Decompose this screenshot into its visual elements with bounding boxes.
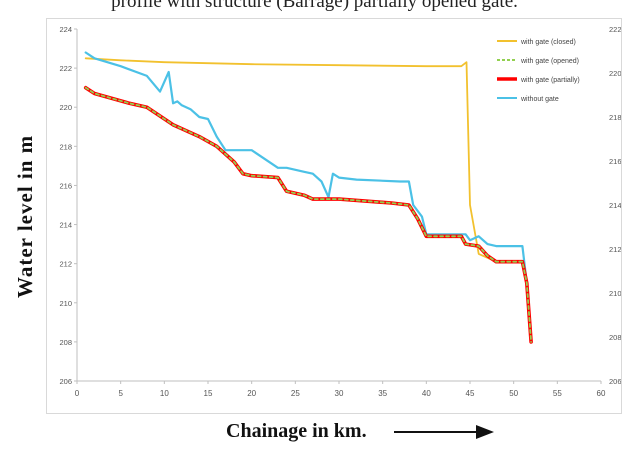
x-axis-title-row: Chainage in km. (0, 418, 629, 446)
y-tick-label: 218 (59, 142, 72, 151)
series-line-with-gate-closed (84, 57, 533, 343)
y-right-tick-label: 212 (609, 245, 621, 254)
y-axis-title-container: Water level in m (4, 0, 44, 447)
x-tick-label: 40 (422, 389, 431, 398)
x-tick-label: 35 (378, 389, 387, 398)
y-tick-label: 216 (59, 181, 72, 190)
y-tick-label: 220 (59, 103, 72, 112)
chart-area: 0 5 10 15 20 25 30 35 40 45 50 55 60 206 208 210 212 214 2… (46, 18, 622, 414)
y-axis-title: Water level in m (13, 135, 37, 298)
y-right-tick-label: 222 (609, 25, 621, 34)
y-tick-label: 224 (59, 25, 72, 34)
x-tick-label: 15 (204, 389, 213, 398)
x-tick-label: 0 (75, 389, 80, 398)
series-line-without-gate (84, 51, 533, 343)
y-tick-label: 206 (59, 377, 72, 386)
figure-caption: profile with structure (Barrage) partial… (111, 0, 518, 12)
y-right-tick-label: 214 (609, 201, 621, 210)
y-tick-label: 214 (59, 221, 72, 230)
legend-entry: with gate (closed) (520, 39, 576, 46)
y-right-tick-label: 220 (609, 69, 621, 78)
y-tick-label: 210 (59, 299, 72, 308)
y-right-tick-label: 210 (609, 289, 621, 298)
series-line-with-gate-opened (84, 86, 533, 343)
x-tick-label: 10 (160, 389, 169, 398)
x-tick-label: 30 (335, 389, 344, 398)
legend-entry: with gate (partially) (520, 77, 580, 84)
x-tick-label: 20 (247, 389, 256, 398)
series-line-with-gate-partially (83, 85, 533, 344)
line-chart: 0 5 10 15 20 25 30 35 40 45 50 55 602062082102122142… (59, 25, 621, 398)
x-tick-label: 25 (291, 389, 300, 398)
x-tick-label: 5 (118, 389, 123, 398)
x-tick-label: 60 (597, 389, 606, 398)
y-right-tick-label: 208 (609, 333, 621, 342)
legend-entry: without gate (520, 96, 559, 103)
x-tick-label: 55 (553, 389, 562, 398)
legend-entry: with gate (opened) (520, 58, 579, 65)
y-right-tick-label: 206 (609, 377, 621, 386)
y-right-tick-label: 218 (609, 113, 621, 122)
y-tick-label: 222 (59, 64, 72, 73)
x-tick-label: 50 (509, 389, 518, 398)
right-arrow-icon (394, 425, 494, 439)
y-tick-label: 212 (59, 260, 72, 269)
y-right-tick-label: 216 (609, 157, 621, 166)
x-axis-title: Chainage in km. (226, 420, 367, 442)
x-tick-label: 45 (466, 389, 475, 398)
y-tick-label: 208 (59, 338, 72, 347)
